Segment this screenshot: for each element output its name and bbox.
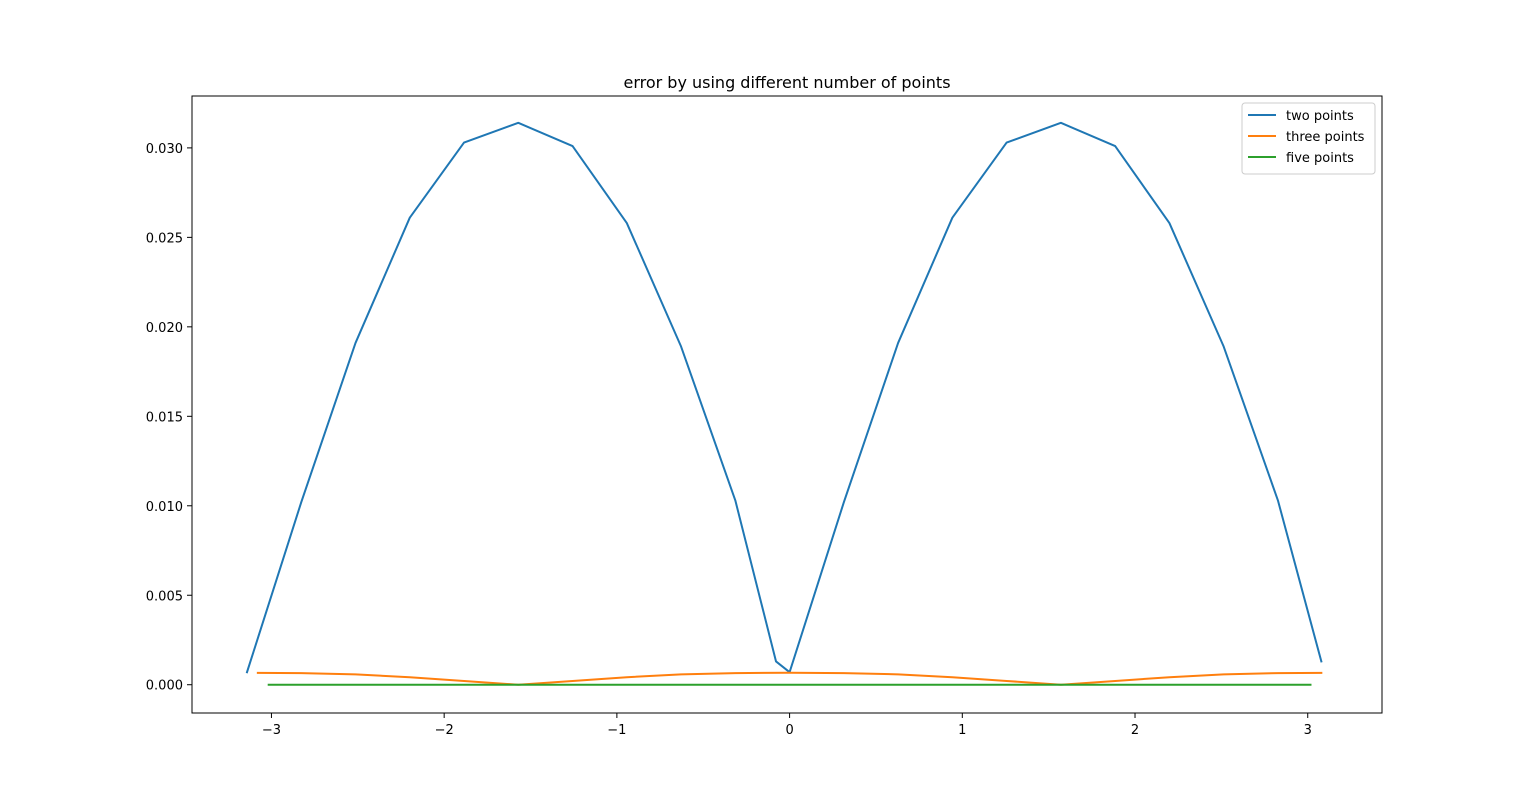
y-tick-label: 0.025 (146, 231, 183, 246)
plot-area (191, 95, 1383, 714)
x-tick-label: −3 (262, 723, 281, 738)
legend-label-3: five points (1286, 151, 1354, 166)
series-line-1 (245, 121, 1323, 674)
y-tick-label: 0.010 (146, 500, 183, 515)
x-tick-label: 3 (1304, 723, 1312, 738)
legend-label-1: two points (1286, 109, 1354, 124)
y-tick-label: 0.000 (146, 679, 183, 694)
x-tick-label: 1 (958, 723, 966, 738)
y-tick-label: 0.030 (146, 142, 183, 157)
y-tick-label: 0.005 (146, 589, 183, 604)
axes-frame (191, 95, 1383, 714)
y-axis: 0.000 0.005 0.010 0.015 0.020 0.025 0.030 (146, 142, 192, 694)
y-tick-label: 0.015 (146, 410, 183, 425)
legend-label-2: three points (1286, 130, 1365, 145)
series-line-2 (256, 671, 1323, 686)
legend: two points three points five points (1241, 102, 1376, 175)
x-axis: −3 −2 −1 0 1 2 3 (262, 713, 1312, 738)
x-tick-label: 2 (1131, 723, 1139, 738)
x-tick-label: −2 (435, 723, 454, 738)
x-tick-label: −1 (607, 723, 626, 738)
y-tick-label: 0.020 (146, 321, 183, 336)
chart-title: error by using different number of point… (623, 73, 950, 92)
x-tick-label: 0 (785, 723, 793, 738)
